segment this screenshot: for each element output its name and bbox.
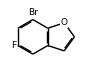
Text: O: O: [61, 18, 68, 27]
Text: Br: Br: [28, 8, 38, 18]
Text: F: F: [11, 41, 16, 50]
